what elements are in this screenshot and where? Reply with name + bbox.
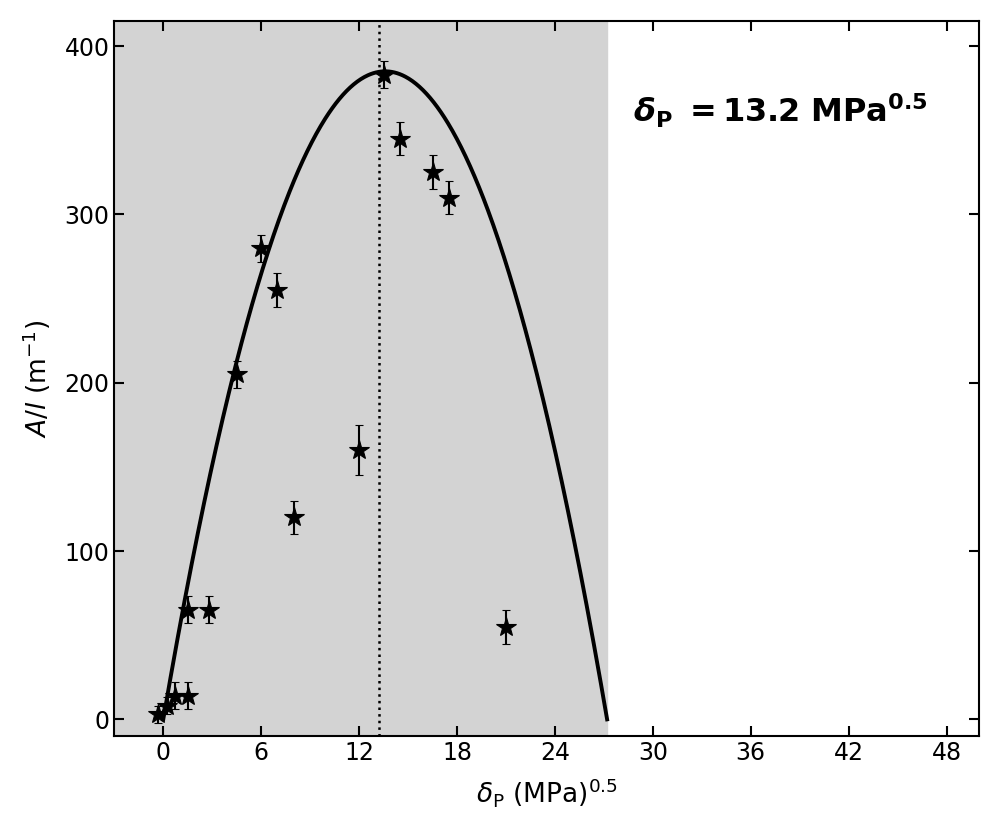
Bar <box>114 21 607 736</box>
X-axis label: $\delta_\mathrm{P}\ \mathrm{(MPa)^{0.5}}$: $\delta_\mathrm{P}\ \mathrm{(MPa)^{0.5}}… <box>476 776 618 809</box>
Text: $\boldsymbol{\delta}_\mathbf{P}$$\ \mathbf{= 13.2\ MPa^{0.5}}$: $\boldsymbol{\delta}_\mathbf{P}$$\ \math… <box>633 92 928 130</box>
Y-axis label: $A/l\ \mathrm{(m^{-1})}$: $A/l\ \mathrm{(m^{-1})}$ <box>21 320 53 437</box>
